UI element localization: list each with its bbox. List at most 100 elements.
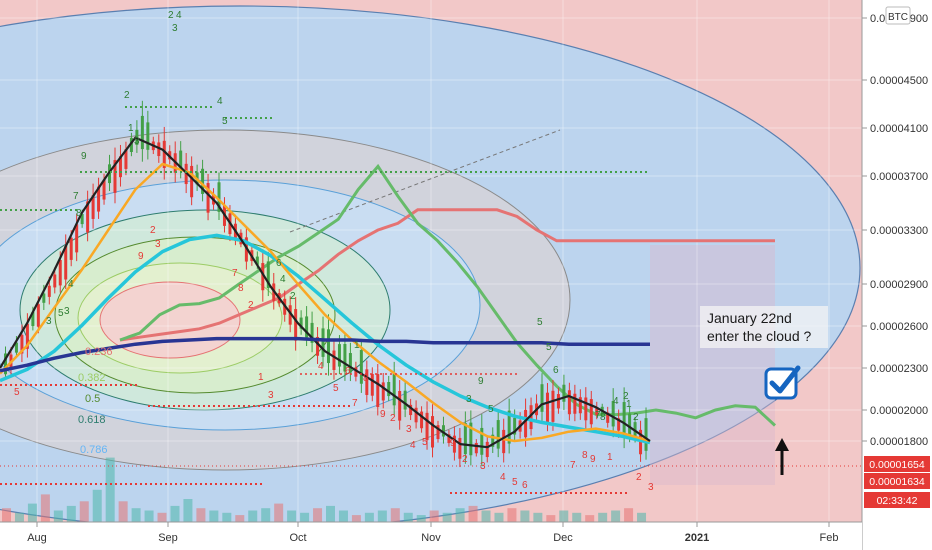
volume-bar <box>40 494 50 522</box>
y-tick-label: 0.00003300 <box>870 225 928 237</box>
candle-body <box>305 316 309 338</box>
seq-count-green: 9 <box>81 151 87 162</box>
candle-body <box>507 410 511 444</box>
candle-body <box>4 353 7 375</box>
ma-line-ema-orange <box>0 162 651 443</box>
volume-histogram <box>2 457 647 522</box>
candle-body <box>255 256 259 265</box>
candle-body <box>529 405 533 430</box>
candle-body <box>140 115 144 150</box>
seq-count-red: 9 <box>138 251 144 262</box>
seq-count-green: 7 <box>595 410 601 421</box>
seq-count-green: 4 <box>613 396 619 407</box>
candle-body <box>14 342 18 353</box>
fib-label: 0.786 <box>80 444 108 456</box>
seq-count-red: 3 <box>406 424 412 435</box>
candle-body <box>622 402 626 436</box>
seq-count-red: 8 <box>582 450 588 461</box>
seq-count-green: 2 <box>168 10 174 21</box>
candle-body <box>118 156 122 178</box>
fib-label: 0.382 <box>78 372 106 384</box>
ma-line-ema-cyan <box>0 233 651 445</box>
candle-body <box>573 393 577 414</box>
seq-count-green: 1 <box>626 399 632 410</box>
candle-body <box>584 397 588 421</box>
candle-body <box>321 328 325 357</box>
candle-body <box>36 304 40 327</box>
volume-bar <box>105 457 115 522</box>
volume-bar <box>585 515 595 522</box>
y-tick-label: 0.00002600 <box>870 321 928 333</box>
volume-bar <box>390 508 400 522</box>
candle-body <box>540 384 544 412</box>
seq-count-green: 5 <box>537 317 543 328</box>
volume-bar <box>2 508 11 522</box>
candle-body <box>491 434 495 447</box>
seq-count-red: 7 <box>352 398 358 409</box>
candle-body <box>458 437 462 459</box>
volume-bar <box>533 512 543 522</box>
candle-body <box>567 390 571 415</box>
candle-body <box>113 160 117 193</box>
candle-body <box>316 336 320 356</box>
currency-badge[interactable]: BTC <box>888 12 908 23</box>
checkbox-icon <box>764 365 801 400</box>
candle-body <box>69 237 73 260</box>
seq-count-red: 1 <box>258 372 264 383</box>
candle-body <box>617 418 621 431</box>
seq-count-green: 8 <box>600 412 606 423</box>
candle-body <box>58 259 62 286</box>
candle-body <box>556 394 560 409</box>
seq-count-green: 2 <box>633 412 639 423</box>
seq-count-red: 7 <box>232 268 238 279</box>
currency-badge-box[interactable] <box>885 6 911 25</box>
seq-count-green: 3 <box>172 23 178 34</box>
seq-count-red: 6 <box>345 366 351 377</box>
volume-bar <box>79 501 89 522</box>
volume-bar <box>287 510 297 522</box>
seq-count-green: 4 <box>176 10 182 21</box>
volume-bar <box>209 510 219 522</box>
seq-count-red: 4 <box>318 361 324 372</box>
ma-line-ema-navy <box>0 336 650 373</box>
candle-body <box>376 374 380 408</box>
candle-body <box>441 425 445 437</box>
seq-count-green: 3 <box>46 316 52 327</box>
candle-body <box>91 195 95 219</box>
candle-body <box>578 397 582 414</box>
volume-bar <box>196 508 206 522</box>
volume-bar <box>416 515 426 522</box>
candle-body <box>414 407 418 423</box>
candle-body <box>545 392 549 424</box>
volume-bar <box>144 510 154 522</box>
forecast-shade <box>650 245 775 485</box>
annotation-line-2: enter the cloud ? <box>707 328 812 344</box>
seq-count-red: 9 <box>380 409 386 420</box>
candle-body <box>343 344 347 372</box>
ma-line-ema-black <box>0 136 651 449</box>
candle-body <box>102 179 106 200</box>
volume-bar <box>326 505 335 522</box>
candle-body <box>47 285 51 297</box>
candle-body <box>162 140 166 169</box>
seq-count-red: 5 <box>422 437 428 448</box>
candle-body <box>589 399 593 425</box>
volume-bar <box>300 512 310 522</box>
trend-line-dashed <box>289 129 561 233</box>
candle-body <box>86 201 90 233</box>
volume-bar <box>611 510 621 522</box>
volume-bar <box>481 510 491 522</box>
seq-count-green: 5 <box>58 308 64 319</box>
volume-bar <box>624 508 634 522</box>
seq-count-green: 1 <box>354 340 360 351</box>
candle-body <box>179 150 183 171</box>
volume-bar <box>53 510 63 522</box>
candle-body <box>452 435 456 453</box>
x-tick-label: Nov <box>421 532 441 544</box>
candle-body <box>463 423 467 455</box>
candle-body <box>53 274 57 288</box>
x-tick-label: Sep <box>158 532 178 544</box>
volume-bar <box>494 512 504 522</box>
